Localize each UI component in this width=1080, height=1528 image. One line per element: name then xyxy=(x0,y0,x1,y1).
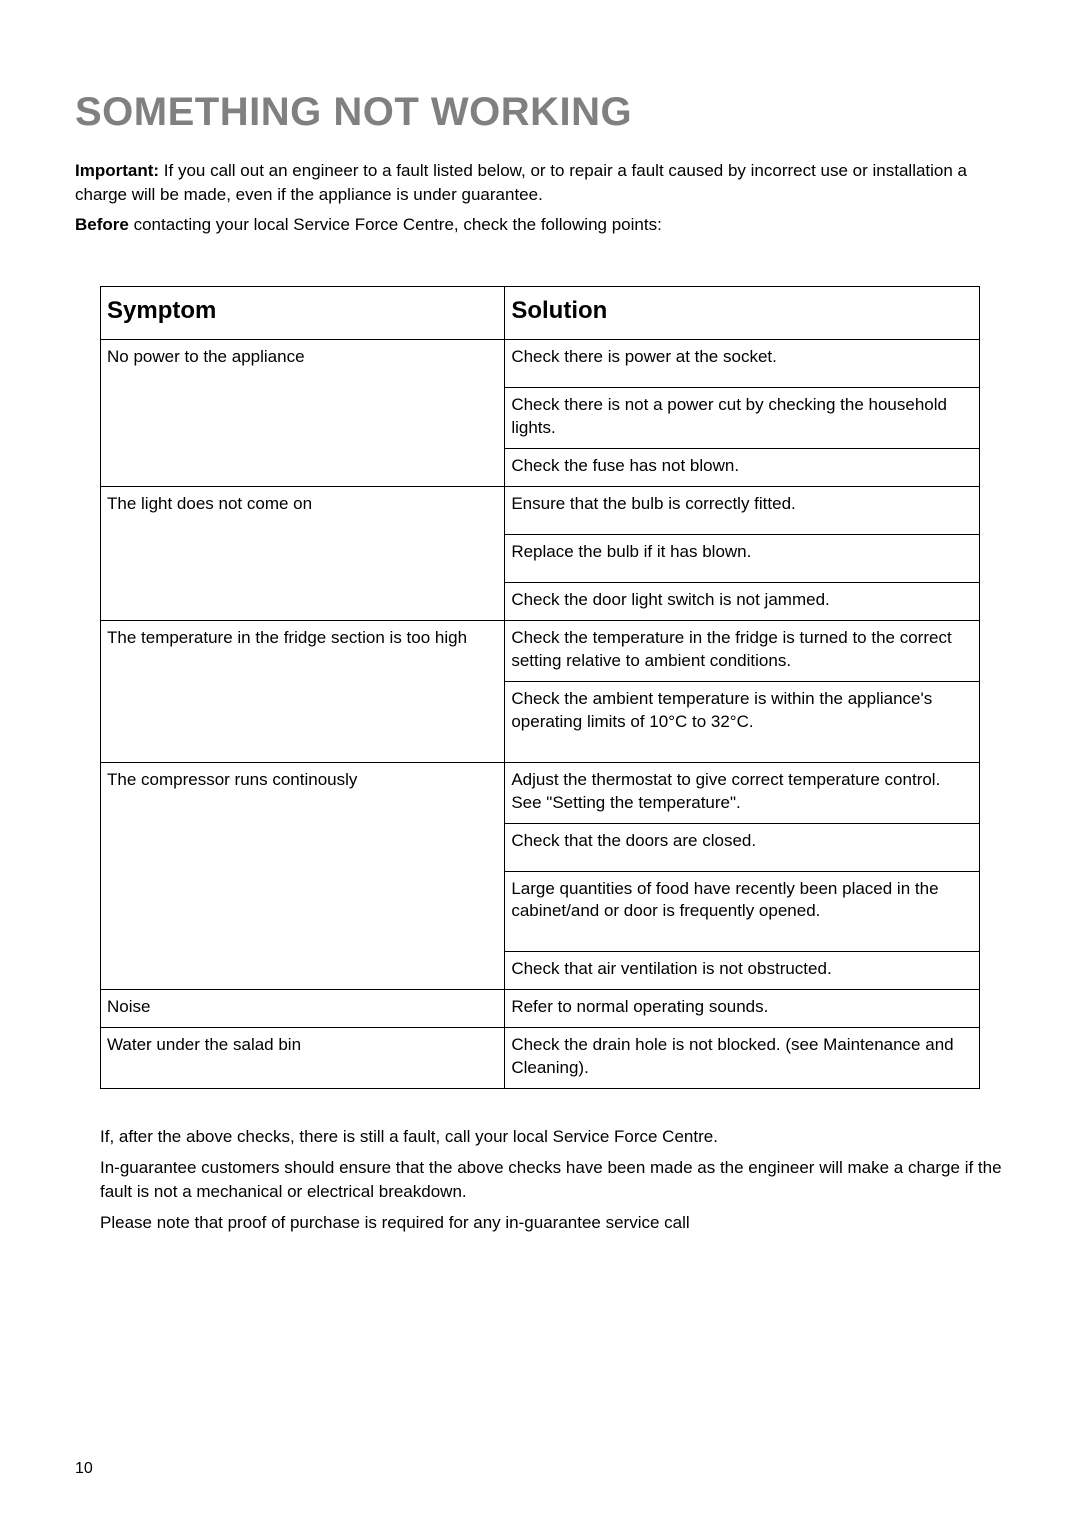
page-title: SOMETHING NOT WORKING xyxy=(75,90,1005,135)
symptom-cell: The temperature in the fridge section is… xyxy=(101,620,505,762)
symptom-cell: Water under the salad bin xyxy=(101,1028,505,1089)
table-row: No power to the appliance Check there is… xyxy=(101,340,980,388)
symptom-cell: Noise xyxy=(101,990,505,1028)
table-header-solution: Solution xyxy=(505,287,980,340)
troubleshoot-table-wrapper: Symptom Solution No power to the applian… xyxy=(100,286,980,1089)
table-row: Water under the salad bin Check the drai… xyxy=(101,1028,980,1089)
solution-cell: Large quantities of food have recently b… xyxy=(505,871,980,952)
table-header-symptom: Symptom xyxy=(101,287,505,340)
solution-cell: Check that air ventilation is not obstru… xyxy=(505,952,980,990)
solution-cell: Refer to normal operating sounds. xyxy=(505,990,980,1028)
bottom-p1: If, after the above checks, there is sti… xyxy=(100,1125,1005,1150)
important-text: If you call out an engineer to a fault l… xyxy=(75,161,967,204)
before-text: contacting your local Service Force Cent… xyxy=(129,215,662,234)
before-label: Before xyxy=(75,215,129,234)
solution-cell: Check the temperature in the fridge is t… xyxy=(505,620,980,681)
solution-cell: Check there is not a power cut by checki… xyxy=(505,388,980,449)
table-row: The light does not come on Ensure that t… xyxy=(101,487,980,535)
bottom-p3: Please note that proof of purchase is re… xyxy=(100,1211,1005,1236)
table-row: The temperature in the fridge section is… xyxy=(101,620,980,681)
intro-before: Before contacting your local Service For… xyxy=(75,213,1005,237)
table-row: The compressor runs continously Adjust t… xyxy=(101,762,980,823)
solution-cell: Check the door light switch is not jamme… xyxy=(505,583,980,621)
bottom-text: If, after the above checks, there is sti… xyxy=(100,1125,1005,1236)
solution-cell: Check the drain hole is not blocked. (se… xyxy=(505,1028,980,1089)
symptom-cell: The light does not come on xyxy=(101,487,505,621)
intro-important: Important: If you call out an engineer t… xyxy=(75,159,1005,207)
solution-cell: Replace the bulb if it has blown. xyxy=(505,535,980,583)
solution-cell: Check there is power at the socket. xyxy=(505,340,980,388)
page-number: 10 xyxy=(75,1460,93,1478)
solution-cell: Check the fuse has not blown. xyxy=(505,449,980,487)
solution-cell: Check that the doors are closed. xyxy=(505,823,980,871)
bottom-p2: In-guarantee customers should ensure tha… xyxy=(100,1156,1005,1205)
solution-cell: Ensure that the bulb is correctly fitted… xyxy=(505,487,980,535)
solution-cell: Adjust the thermostat to give correct te… xyxy=(505,762,980,823)
solution-cell: Check the ambient temperature is within … xyxy=(505,681,980,762)
troubleshoot-table: Symptom Solution No power to the applian… xyxy=(100,286,980,1089)
symptom-cell: The compressor runs continously xyxy=(101,762,505,990)
table-row: Noise Refer to normal operating sounds. xyxy=(101,990,980,1028)
symptom-cell: No power to the appliance xyxy=(101,340,505,487)
important-label: Important: xyxy=(75,161,159,180)
